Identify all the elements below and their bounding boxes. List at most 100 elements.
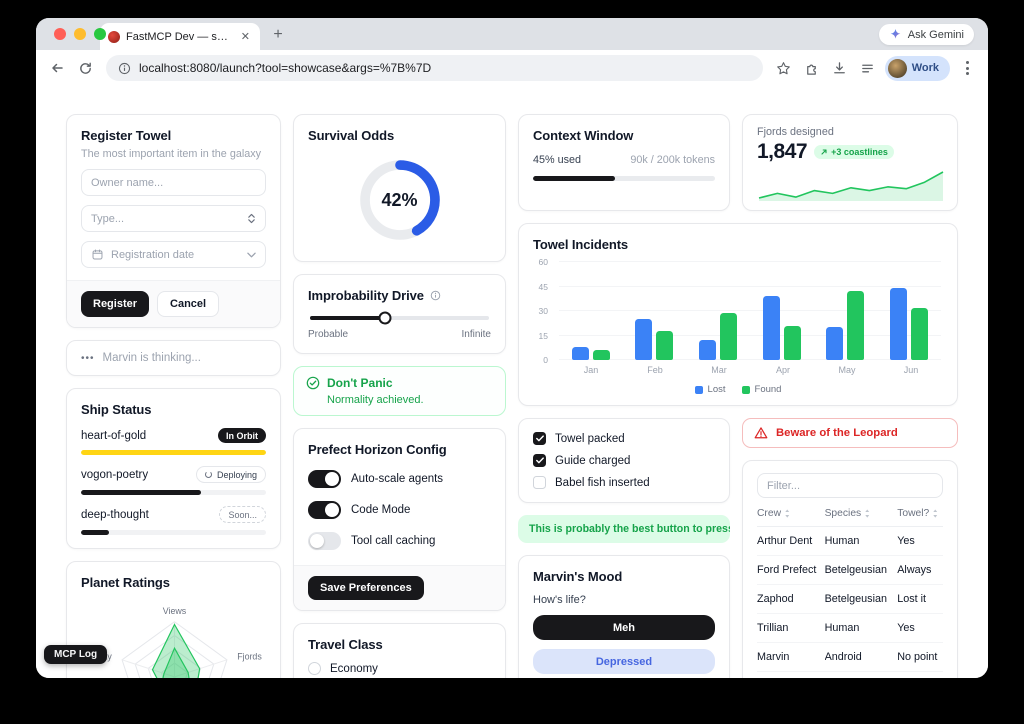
sort-icon — [865, 509, 870, 518]
column-header-crew[interactable]: Crew — [757, 508, 821, 519]
browser-menu-icon[interactable] — [954, 55, 980, 81]
checklist-label: Towel packed — [555, 432, 625, 445]
bar-group-may — [826, 262, 865, 360]
radar-axis-label: Fjords — [237, 651, 262, 661]
gridline — [559, 261, 941, 262]
ship-name: deep-thought — [81, 508, 149, 521]
improbability-drive-card: Improbability Drive Probable Infinite — [293, 274, 506, 354]
column-header-towel[interactable]: Towel? — [897, 508, 943, 519]
best-button-banner[interactable]: This is probably the best button to pres… — [518, 515, 730, 543]
card-title: Context Window — [533, 128, 634, 143]
checklist-item[interactable]: Babel fish inserted — [533, 476, 715, 489]
toggle-row: Code Mode — [308, 501, 491, 519]
browser-window: FastMCP Dev — showcase ✕ + Ask Gemini l — [36, 18, 988, 678]
site-info-icon[interactable] — [118, 62, 131, 75]
mood-option-meh[interactable]: Meh — [533, 615, 715, 640]
cell-towel: Lost it — [897, 593, 927, 605]
register-footer: Register Cancel — [67, 280, 280, 327]
save-preferences-button[interactable]: Save Preferences — [308, 576, 424, 600]
back-button[interactable] — [44, 55, 70, 81]
checklist-label: Guide charged — [555, 454, 631, 467]
radio-icon — [308, 662, 321, 675]
checklist-item[interactable]: Towel packed — [533, 432, 715, 445]
slider-min-label: Probable — [308, 329, 349, 340]
y-axis-labels: 0 15 30 45 60 — [533, 257, 553, 365]
type-placeholder: Type... — [91, 212, 125, 225]
radio-option-economy[interactable]: Economy — [308, 662, 491, 675]
table-filter-input[interactable] — [757, 473, 943, 498]
check-circle-icon — [306, 376, 320, 390]
card-title: Prefect Horizon Config — [308, 442, 447, 457]
browser-tab[interactable]: FastMCP Dev — showcase ✕ — [100, 23, 260, 50]
checklist-label: Babel fish inserted — [555, 476, 650, 489]
column-2: Survival Odds 42% Improbability Drive — [293, 114, 506, 678]
bar-lost-may — [826, 327, 844, 360]
mcp-log-button[interactable]: MCP Log — [44, 645, 108, 664]
planet-radar-svg: ViewsFjordsPubsTeaSafety — [87, 606, 262, 678]
x-tick-label: Jun — [903, 365, 919, 375]
address-bar[interactable]: localhost:8080/launch?tool=showcase&args… — [106, 55, 763, 81]
ask-gemini-label: Ask Gemini — [907, 28, 964, 41]
ask-gemini-button[interactable]: Ask Gemini — [878, 24, 974, 45]
profile-name: Work — [911, 62, 939, 74]
thinking-text: Marvin is thinking... — [102, 352, 201, 364]
downloads-icon[interactable] — [827, 55, 853, 81]
column-label: Species — [824, 508, 862, 519]
badge-label: Deploying — [216, 469, 257, 480]
bar-lost-apr — [762, 296, 780, 360]
improbability-slider[interactable] — [310, 311, 489, 325]
slider-thumb[interactable] — [378, 311, 392, 325]
status-badge: In Orbit — [218, 428, 266, 443]
fullscreen-window-button[interactable] — [94, 28, 106, 40]
tool-caching-toggle[interactable] — [308, 532, 341, 550]
fjords-delta-label: +3 coastlines — [831, 147, 888, 157]
tab-close-icon[interactable]: ✕ — [240, 31, 250, 43]
prefect-footer: Save Preferences — [294, 565, 505, 610]
legend-item-lost: Lost — [694, 384, 726, 395]
table-row: Ford Prefect Betelgeusian Always — [757, 556, 943, 585]
towel-incidents-card: Towel Incidents 0 15 30 45 60 Jan Feb Mar Apr Ma… — [518, 223, 958, 406]
column-header-species[interactable]: Species — [825, 508, 894, 519]
close-window-button[interactable] — [54, 28, 66, 40]
checklist-item[interactable]: Guide charged — [533, 454, 715, 467]
table-row: Trillian Human Yes — [757, 614, 943, 643]
card-subtitle: The most important item in the galaxy — [81, 148, 262, 160]
profile-chip[interactable]: Work — [884, 55, 950, 81]
registration-date-picker[interactable]: Registration date — [81, 241, 266, 268]
owner-name-input[interactable] — [81, 169, 266, 196]
dashboard: Register Towel The most important item i… — [36, 86, 988, 678]
bookmark-star-icon[interactable] — [771, 55, 797, 81]
ship-name: heart-of-gold — [81, 429, 147, 442]
reading-list-icon[interactable] — [855, 55, 881, 81]
ship-progress-fill — [81, 450, 266, 455]
slider-max-label: Infinite — [461, 329, 491, 340]
spinner-icon — [204, 471, 212, 478]
reload-button[interactable] — [72, 55, 98, 81]
x-tick-label: Mar — [711, 365, 727, 375]
radar-grid — [147, 648, 202, 678]
fjords-delta-badge: +3 coastlines — [814, 145, 894, 159]
code-mode-toggle[interactable] — [308, 501, 341, 519]
auto-scale-toggle[interactable] — [308, 470, 341, 488]
cancel-button[interactable]: Cancel — [157, 291, 220, 317]
url-text: localhost:8080/launch?tool=showcase&args… — [139, 61, 432, 75]
travel-class-card: Travel Class Economy Business Class Infi… — [293, 623, 506, 678]
date-placeholder: Registration date — [111, 248, 195, 261]
minimize-window-button[interactable] — [74, 28, 86, 40]
ship-progress-fill — [81, 530, 109, 535]
radar-grid — [134, 634, 215, 678]
extensions-icon[interactable] — [799, 55, 825, 81]
dont-panic-card: Don't Panic Normality achieved. — [293, 366, 506, 416]
table-row: Marvin Android No point — [757, 643, 943, 672]
ship-progress-track — [81, 490, 266, 495]
radio-label: Economy — [330, 662, 378, 675]
towel-incidents-chart: 0 15 30 45 60 — [533, 257, 943, 365]
mood-option-depressed[interactable]: Depressed — [533, 649, 715, 674]
register-button[interactable]: Register — [81, 291, 150, 317]
bar-found-feb — [656, 330, 674, 360]
type-select[interactable]: Type... — [81, 205, 266, 232]
survival-gauge: 42% — [354, 154, 446, 246]
new-tab-button[interactable]: + — [273, 26, 283, 43]
bar-group-feb — [635, 262, 674, 360]
leopard-warning-card: Beware of the Leopard — [742, 418, 958, 448]
